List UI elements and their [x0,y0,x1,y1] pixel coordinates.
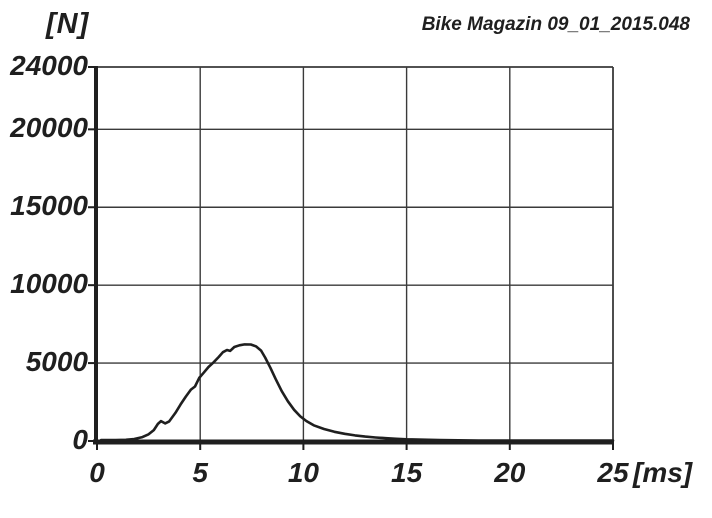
x-axis-unit-label: [ms] [633,457,693,488]
y-tick-label: 5000 [25,346,88,378]
x-tick-label: 25 [597,457,629,488]
x-tick-label: 20 [494,457,526,488]
y-tick-label: 15000 [10,190,88,222]
x-tick-label: 0 [89,457,105,488]
y-tick-label: 20000 [10,112,88,144]
x-tick-label: 10 [287,457,319,488]
chart-title: Bike Magazin 09_01_2015.048 [421,14,690,35]
x-tick-label: 15 [391,457,423,488]
gridlines [97,67,613,441]
y-tick-label: 10000 [10,268,88,300]
y-tick-label: 24000 [10,50,88,81]
x-tick-label: 5 [192,457,208,488]
y-tick-label: 0 [72,424,88,455]
force-curve [99,343,615,442]
tick-marks [88,66,614,450]
axes [93,66,614,445]
y-axis-unit-label: [N] [46,8,90,40]
